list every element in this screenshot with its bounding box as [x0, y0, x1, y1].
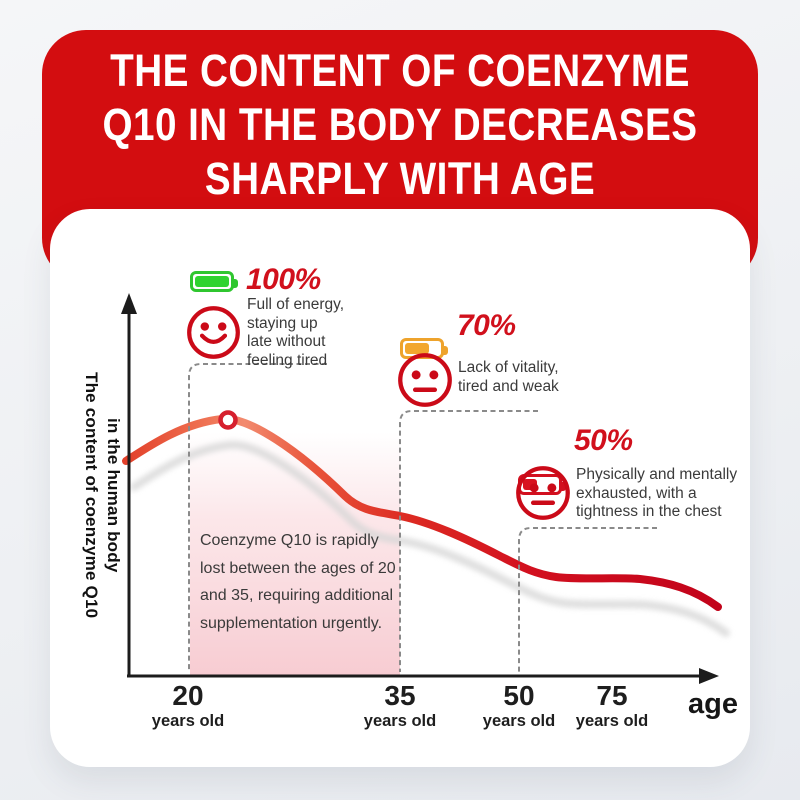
neutral-face-icon-2 — [516, 466, 570, 520]
x-tick-20-value: 20 — [172, 680, 204, 711]
x-tick-50-value: 50 — [503, 680, 535, 711]
x-tick-75: 75 years old — [552, 680, 672, 731]
shaded-region-note: Coenzyme Q10 is rapidly lost between the… — [200, 532, 396, 632]
x-tick-50: 50 years old — [459, 680, 579, 731]
desc-70: Lack of vitality, tired and weak — [458, 359, 559, 395]
x-tick-20-unit: years old — [151, 712, 225, 730]
x-tick-75-value: 75 — [596, 680, 628, 711]
battery-full-icon — [190, 271, 238, 292]
desc-50: Physically and mentally exhausted, with … — [576, 466, 738, 520]
percent-70-label: 70% — [457, 309, 516, 342]
neutral-face-icon — [398, 353, 452, 407]
x-tick-35-unit: years old — [363, 712, 437, 730]
x-tick-35-value: 35 — [384, 680, 416, 711]
percent-50-label: 50% — [574, 424, 633, 457]
battery-medium-fill — [405, 343, 429, 354]
percent-100-label: 100% — [246, 263, 321, 296]
battery-full-fill — [195, 276, 229, 287]
page-title: THE CONTENT OF COENZYME Q10 IN THE BODY … — [102, 45, 698, 204]
happy-face-icon — [187, 306, 240, 359]
x-tick-35: 35 years old — [340, 680, 460, 731]
desc-100: Full of energy, staying up late without … — [247, 296, 345, 369]
x-axis-title: age — [688, 688, 738, 720]
x-tick-20: 20 years old — [128, 680, 248, 731]
y-axis-label: The content of coenzyme Q10 in the human… — [82, 371, 123, 619]
x-tick-50-unit: years old — [482, 712, 556, 730]
x-tick-75-unit: years old — [575, 712, 649, 730]
